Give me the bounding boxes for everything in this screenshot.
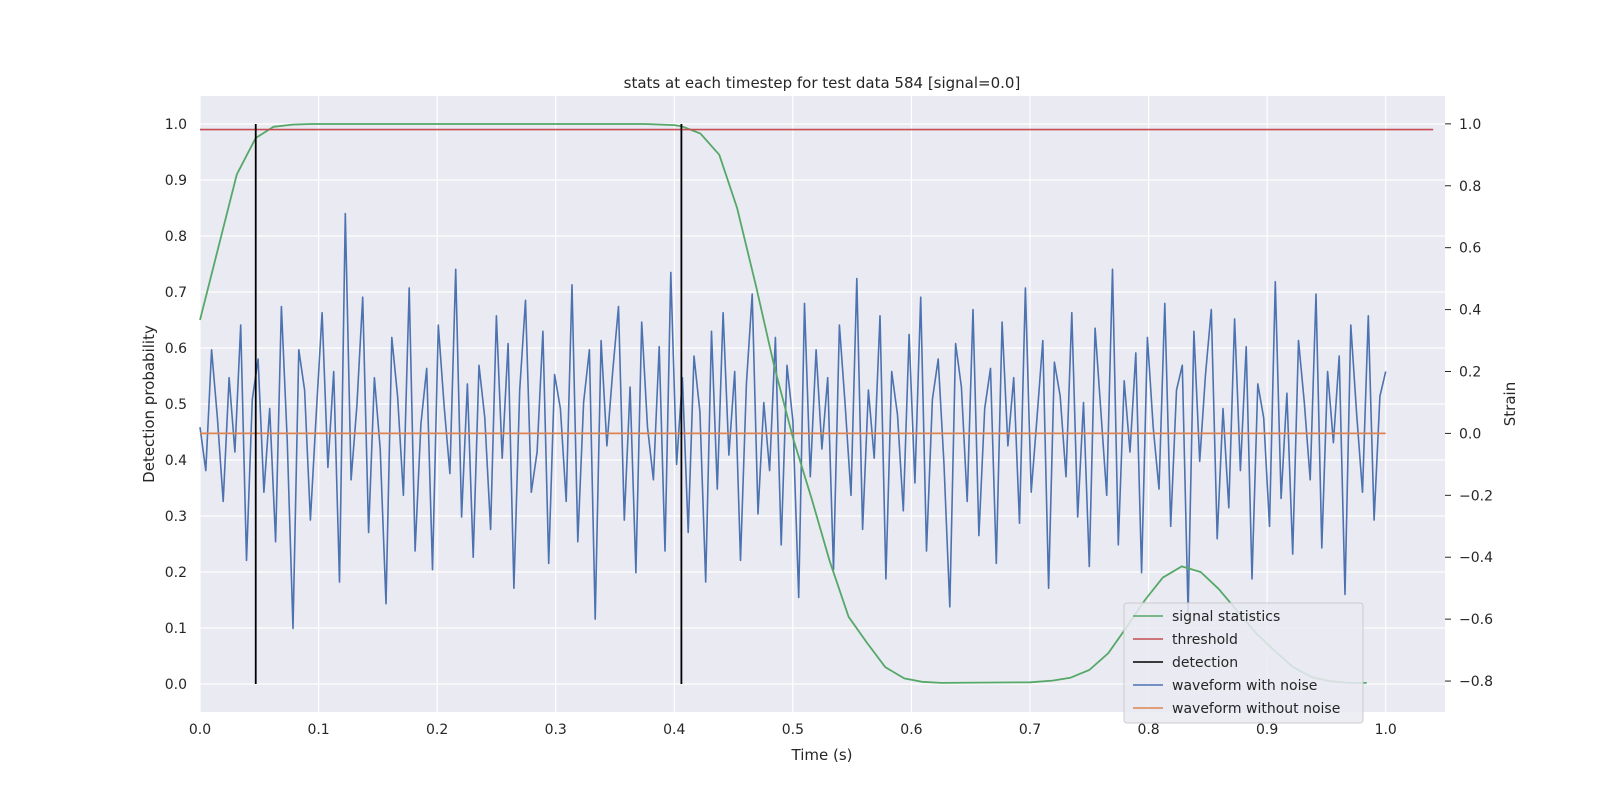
x-axis-label: Time (s) — [791, 746, 853, 764]
y-tick-label-left: 0.6 — [165, 341, 187, 357]
y-tick-labels-left: 0.0 0.1 0.2 0.3 0.4 0.5 0.6 0.7 0.8 0.9 1.0 — [165, 117, 187, 693]
chart-title: stats at each timestep for test data 584… — [624, 74, 1021, 92]
legend-entry-waveform-without-noise: waveform without noise — [1133, 701, 1340, 717]
legend-entry-detection: detection — [1133, 655, 1238, 671]
legend-box — [1123, 602, 1364, 724]
x-tick-label: 0.8 — [1137, 722, 1159, 738]
x-tick-label: 0.1 — [307, 722, 329, 738]
y-tick-label-left: 0.7 — [165, 285, 187, 301]
y-tick-label-left: 0.8 — [165, 229, 187, 245]
y-tick-label-right: 0.8 — [1459, 179, 1481, 195]
series-layer — [199, 123, 1434, 684]
x-tick-label: 0.5 — [782, 722, 804, 738]
legend: signal statistics threshold detection wa… — [1123, 602, 1364, 724]
x-tick-label: 1.0 — [1375, 722, 1397, 738]
x-tick-label: 0.9 — [1256, 722, 1278, 738]
x-tick-label: 0.4 — [663, 722, 685, 738]
y-tick-labels-right: −0.8 −0.6 −0.4 −0.2 0.0 0.2 0.4 0.6 0.8 1.0 — [1445, 117, 1493, 690]
x-tick-label: 0.3 — [545, 722, 567, 738]
legend-label-signal-statistics: signal statistics — [1172, 609, 1280, 625]
y-tick-label-left: 0.1 — [165, 621, 187, 637]
y-tick-label-left: 0.4 — [165, 453, 187, 469]
y-axis-label-left: Detection probability — [140, 325, 158, 483]
legend-label-threshold: threshold — [1172, 632, 1238, 648]
y-tick-label-left: 0.2 — [165, 565, 187, 581]
y-tick-label-right: 0.0 — [1459, 426, 1481, 442]
legend-label-detection: detection — [1172, 655, 1238, 671]
x-tick-label: 0.6 — [900, 722, 922, 738]
y-tick-label-right: −0.4 — [1459, 550, 1493, 566]
y-tick-label-right: 0.4 — [1459, 303, 1481, 319]
y-tick-label-right: 1.0 — [1459, 117, 1481, 133]
y-tick-label-right: 0.6 — [1459, 241, 1481, 257]
x-tick-label: 0.0 — [189, 722, 211, 738]
legend-label-waveform-with-noise: waveform with noise — [1172, 678, 1317, 694]
legend-entry-waveform-with-noise: waveform with noise — [1133, 678, 1317, 694]
y-tick-label-right: −0.6 — [1459, 612, 1493, 628]
legend-label-waveform-without-noise: waveform without noise — [1172, 701, 1340, 717]
y-tick-label-right: −0.8 — [1459, 674, 1493, 690]
y-tick-label-left: 0.0 — [165, 677, 187, 693]
y-tick-label-right: −0.2 — [1459, 488, 1493, 504]
y-tick-label-left: 0.5 — [165, 397, 187, 413]
grid — [199, 96, 1445, 712]
legend-entry-threshold: threshold — [1133, 632, 1238, 648]
x-tick-label: 0.7 — [1019, 722, 1041, 738]
x-tick-label: 0.2 — [426, 722, 448, 738]
x-tick-labels: 0.0 0.1 0.2 0.3 0.4 0.5 0.6 0.7 0.8 0.9 1.0 — [189, 722, 1397, 738]
y-tick-label-right: 0.2 — [1459, 364, 1481, 380]
y-tick-label-left: 1.0 — [165, 117, 187, 133]
y-axis-label-right: Strain — [1501, 382, 1519, 426]
y-tick-label-left: 0.3 — [165, 509, 187, 525]
legend-entry-signal-statistics: signal statistics — [1133, 609, 1280, 625]
y-tick-label-left: 0.9 — [165, 173, 187, 189]
